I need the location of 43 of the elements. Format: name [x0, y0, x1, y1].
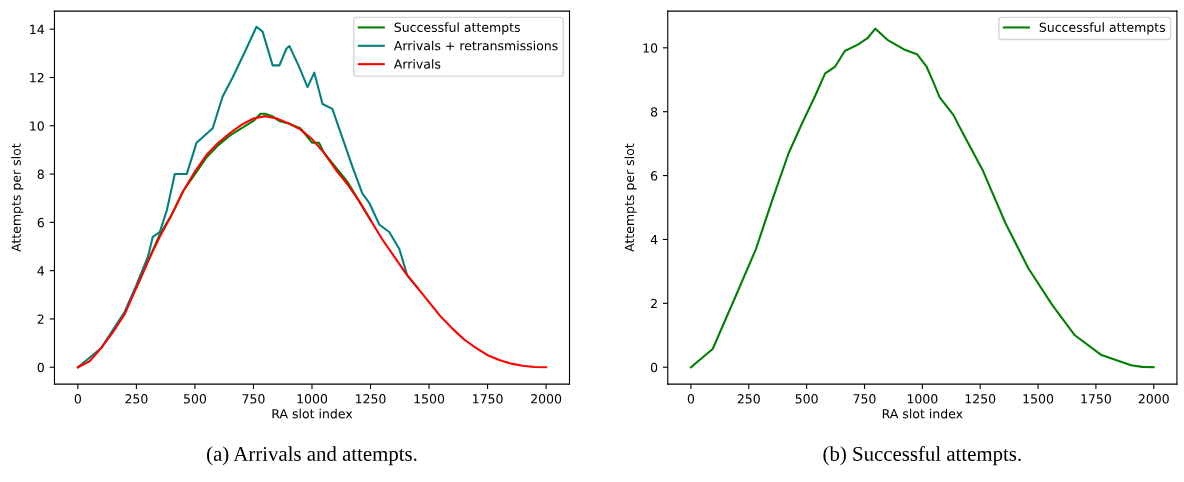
y-tick-label: 14: [30, 24, 45, 34]
legend-label: Successful attempts: [394, 22, 520, 35]
y-tick-label: 2: [37, 314, 44, 324]
x-axis-title: RA slot index: [882, 408, 963, 419]
x-tick-label: 1000: [297, 394, 328, 404]
y-tick-label: 6: [650, 171, 658, 181]
y-tick-label: 8: [37, 169, 44, 179]
y-tick-label: 10: [643, 43, 658, 53]
x-tick-label: 2000: [531, 394, 562, 404]
legend-label: Arrivals: [393, 59, 441, 69]
y-tick-label: 2: [651, 298, 657, 309]
legend-label: Arrivals + retransmissions: [393, 40, 558, 51]
y-tick-label: 4: [37, 266, 45, 276]
x-tick-label: 1250: [355, 394, 386, 404]
x-tick-label: 500: [795, 394, 818, 404]
y-tick-label: 12: [30, 72, 44, 83]
x-tick-label: 0: [687, 394, 695, 404]
y-tick-label: 6: [37, 217, 44, 228]
x-tick-label: 2000: [1138, 394, 1169, 404]
y-tick-label: 4: [650, 235, 658, 245]
y-tick-label: 0: [650, 362, 658, 373]
x-tick-label: 1500: [414, 394, 445, 404]
line-series: [76, 115, 548, 369]
x-tick-label: 1750: [1081, 394, 1111, 404]
text: (b) Successful attempts.: [823, 446, 1021, 466]
x-tick-label: 1750: [473, 394, 503, 404]
x-tick-label: 1500: [1023, 394, 1054, 404]
x-axis-title: RA slot index: [272, 408, 353, 419]
x-tick-label: 1250: [965, 394, 996, 404]
x-tick-label: 750: [242, 394, 265, 404]
x-tick-label: 250: [125, 394, 148, 404]
y-axis-title: Attempts per slot: [11, 143, 24, 252]
x-tick-label: 1000: [907, 394, 938, 404]
x-tick-label: 750: [853, 394, 876, 404]
y-tick-label: 0: [37, 362, 44, 373]
y-tick-label: 8: [650, 107, 658, 117]
x-tick-label: 0: [74, 394, 82, 404]
text: (a) Arrivals and attempts.: [207, 446, 417, 466]
y-axis-title: Attempts per slot: [624, 143, 637, 252]
y-tick-label: 10: [30, 121, 44, 131]
legend-label: Successful attempts: [1039, 22, 1166, 35]
x-tick-label: 250: [737, 394, 760, 404]
x-tick-label: 500: [183, 394, 207, 404]
